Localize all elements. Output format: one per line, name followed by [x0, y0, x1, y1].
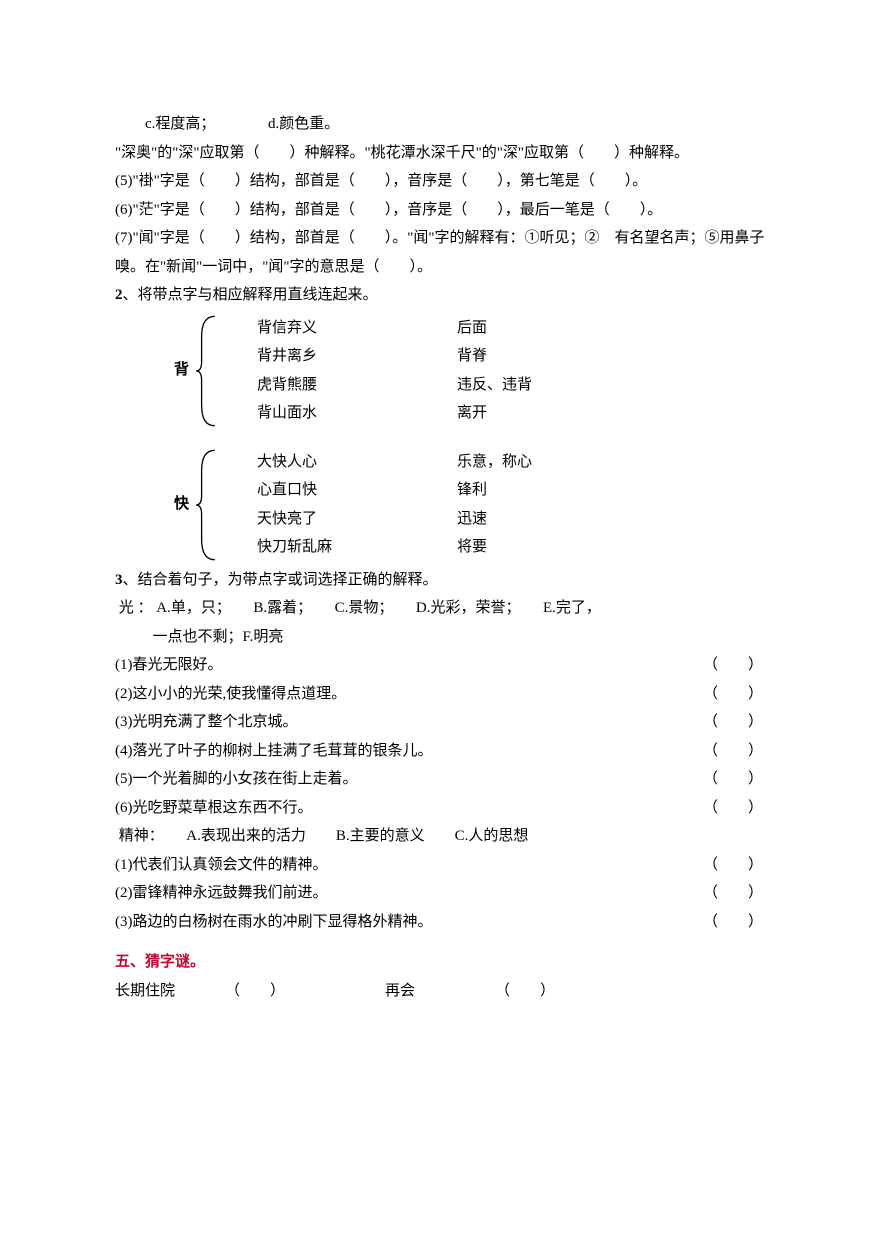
- guang-opts-2: 一点也不剩；F.明亮: [115, 623, 778, 652]
- bei-l: 背山面水: [217, 399, 457, 428]
- kuai-l: 天快亮了: [217, 505, 457, 534]
- section-5-header: 五、猜字谜。: [115, 948, 778, 977]
- q7-line: (7)"闻"字是（ ）结构，部首是（ ）。"闻"字的解释有：①听见；② 有名望名…: [115, 224, 778, 281]
- kuai-l: 大快人心: [217, 448, 457, 477]
- bei-label: 背: [115, 314, 195, 428]
- guang-text: (4)落光了叶子的柳树上挂满了毛茸茸的银条儿。: [115, 737, 688, 766]
- jingshen-text: (3)路边的白杨树在雨水的冲刷下显得格外精神。: [115, 908, 688, 937]
- bei-row: 虎背熊腰违反、违背: [217, 371, 778, 400]
- option-c-d: c.程度高； d.颜色重。: [115, 110, 778, 139]
- bei-row: 背山面水离开: [217, 399, 778, 428]
- kuai-group: 快 大快人心乐意，称心 心直口快锋利 天快亮了迅速 快刀斩乱麻将要: [115, 448, 778, 562]
- guang-text: (1)春光无限好。: [115, 651, 688, 680]
- bei-l: 背信弃义: [217, 314, 457, 343]
- jingshen-opts: 精神： A.表现出来的活力 B.主要的意义 C.人的思想: [115, 822, 778, 851]
- answer-blank: （ ）: [225, 977, 335, 1006]
- answer-blank: （ ）: [688, 908, 778, 937]
- q2-num: 2: [115, 287, 123, 303]
- q2-text: 、将带点字与相应解释用直线连起来。: [123, 287, 378, 303]
- q3-header: 3、结合着句子，为带点字或词选择正确的解释。: [115, 566, 778, 595]
- riddle-1-r: 再会: [385, 977, 495, 1006]
- guang-text: (5)一个光着脚的小女孩在街上走着。: [115, 765, 688, 794]
- shen-question: "深奥"的"深"应取第（ ）种解释。"桃花潭水深千尺"的"深"应取第（ ）种解释…: [115, 139, 778, 168]
- answer-blank: （ ）: [688, 708, 778, 737]
- kuai-row: 天快亮了迅速: [217, 505, 778, 534]
- guang-opts-text-1: A.单，只； B.露着； C.景物； D.光彩，荣誉； E.完了，: [156, 600, 601, 616]
- guang-item: (3)光明充满了整个北京城。（ ）: [115, 708, 778, 737]
- opt-c: c.程度高；: [145, 116, 208, 132]
- kuai-items: 大快人心乐意，称心 心直口快锋利 天快亮了迅速 快刀斩乱麻将要: [217, 448, 778, 562]
- guang-text: (6)光吃野菜草根这东西不行。: [115, 794, 688, 823]
- q2-header: 2、将带点字与相应解释用直线连起来。: [115, 281, 778, 310]
- answer-blank: （ ）: [688, 680, 778, 709]
- jingshen-item: (2)雷锋精神永远鼓舞我们前进。（ ）: [115, 879, 778, 908]
- answer-blank: （ ）: [688, 794, 778, 823]
- jingshen-text: (2)雷锋精神永远鼓舞我们前进。: [115, 879, 688, 908]
- guang-item: (1)春光无限好。（ ）: [115, 651, 778, 680]
- kuai-r: 将要: [457, 533, 637, 562]
- kuai-l: 心直口快: [217, 476, 457, 505]
- kuai-row: 心直口快锋利: [217, 476, 778, 505]
- bei-l: 虎背熊腰: [217, 371, 457, 400]
- opt-d: d.颜色重。: [268, 116, 339, 132]
- answer-blank: （ ）: [688, 765, 778, 794]
- answer-blank: （ ）: [495, 977, 605, 1006]
- guang-opts-1: 光 ： A.单，只； B.露着； C.景物； D.光彩，荣誉； E.完了，: [115, 594, 778, 623]
- q6-line: (6)"茫"字是（ ）结构，部首是（ ），音序是（ ），最后一笔是（ ）。: [115, 196, 778, 225]
- jingshen-opts-text: A.表现出来的活力 B.主要的意义 C.人的思想: [186, 828, 528, 844]
- kuai-r: 迅速: [457, 505, 637, 534]
- q3-text: 、结合着句子，为带点字或词选择正确的解释。: [123, 572, 438, 588]
- guang-item: (2)这小小的光荣,使我懂得点道理。（ ）: [115, 680, 778, 709]
- jingshen-text: (1)代表们认真领会文件的精神。: [115, 851, 688, 880]
- bracket-icon: [195, 448, 217, 562]
- riddle-1-l: 长期住院: [115, 977, 225, 1006]
- bei-r: 后面: [457, 314, 637, 343]
- bei-l: 背井离乡: [217, 342, 457, 371]
- answer-blank: （ ）: [688, 879, 778, 908]
- kuai-r: 锋利: [457, 476, 637, 505]
- kuai-row: 大快人心乐意，称心: [217, 448, 778, 477]
- guang-item: (6)光吃野菜草根这东西不行。（ ）: [115, 794, 778, 823]
- guang-label: 光 ：: [119, 600, 153, 616]
- bei-r: 离开: [457, 399, 637, 428]
- bei-row: 背信弃义后面: [217, 314, 778, 343]
- bei-row: 背井离乡背脊: [217, 342, 778, 371]
- q3-num: 3: [115, 572, 123, 588]
- guang-text: (2)这小小的光荣,使我懂得点道理。: [115, 680, 688, 709]
- jingshen-item: (1)代表们认真领会文件的精神。（ ）: [115, 851, 778, 880]
- jingshen-item: (3)路边的白杨树在雨水的冲刷下显得格外精神。（ ）: [115, 908, 778, 937]
- kuai-row: 快刀斩乱麻将要: [217, 533, 778, 562]
- guang-item: (4)落光了叶子的柳树上挂满了毛茸茸的银条儿。（ ）: [115, 737, 778, 766]
- kuai-label: 快: [115, 448, 195, 562]
- q5-line: (5)"褂"字是（ ）结构，部首是（ ），音序是（ ），第七笔是（ ）。: [115, 167, 778, 196]
- bracket-icon: [195, 314, 217, 428]
- answer-blank: （ ）: [688, 651, 778, 680]
- jingshen-label: 精神：: [119, 828, 157, 844]
- bei-items: 背信弃义后面 背井离乡背脊 虎背熊腰违反、违背 背山面水离开: [217, 314, 778, 428]
- guang-text: (3)光明充满了整个北京城。: [115, 708, 688, 737]
- kuai-l: 快刀斩乱麻: [217, 533, 457, 562]
- guang-item: (5)一个光着脚的小女孩在街上走着。（ ）: [115, 765, 778, 794]
- riddle-row: 长期住院 （ ） 再会 （ ）: [115, 977, 778, 1006]
- answer-blank: （ ）: [688, 737, 778, 766]
- bei-r: 背脊: [457, 342, 637, 371]
- kuai-r: 乐意，称心: [457, 448, 637, 477]
- answer-blank: （ ）: [688, 851, 778, 880]
- bei-group: 背 背信弃义后面 背井离乡背脊 虎背熊腰违反、违背 背山面水离开: [115, 314, 778, 428]
- bei-r: 违反、违背: [457, 371, 637, 400]
